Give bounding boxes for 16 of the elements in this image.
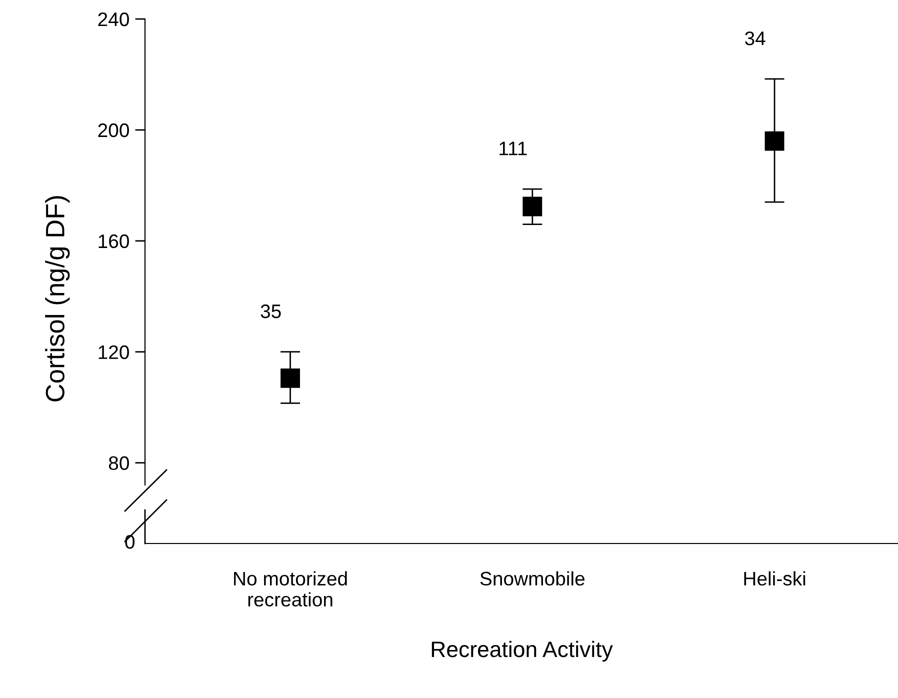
x-tick-label: Heli-ski xyxy=(744,571,806,586)
y-tick-label: 200 xyxy=(98,123,129,138)
annotation: 111 xyxy=(500,142,527,156)
point xyxy=(280,368,300,388)
x-tick-label: Snowmobile xyxy=(480,571,584,586)
y-tick-label: 80 xyxy=(108,456,129,470)
y-tick-label: 120 xyxy=(98,345,129,360)
annotation: 35 xyxy=(260,304,281,318)
point xyxy=(522,196,542,216)
x-axis-title: Recreation Activity xyxy=(432,640,613,662)
point xyxy=(764,131,784,151)
annotation: 34 xyxy=(745,31,766,46)
y-tick-label: 160 xyxy=(98,234,129,248)
y-axis-title: Cortisol (ng/g DF) xyxy=(45,196,70,402)
x-tick-label: No motorized recreation xyxy=(234,571,347,607)
y-tick-label: 240 xyxy=(98,12,129,26)
